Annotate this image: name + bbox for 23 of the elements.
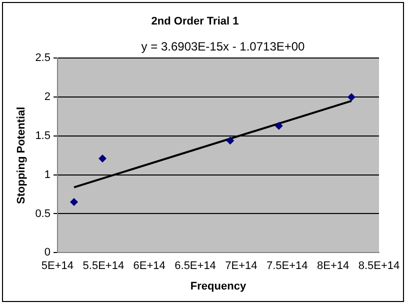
chart-title: 2nd Order Trial 1 bbox=[151, 16, 239, 28]
y-tick-label: 2 bbox=[44, 91, 50, 104]
x-tick-label: 8E+14 bbox=[317, 260, 350, 272]
point bbox=[98, 154, 107, 163]
point bbox=[274, 122, 283, 130]
point bbox=[70, 198, 78, 206]
y-tick-label: 1 bbox=[44, 168, 50, 181]
point bbox=[347, 93, 356, 102]
x-tick-label: 6E+14 bbox=[133, 260, 166, 272]
y-tick-label: 2.5 bbox=[35, 52, 50, 64]
x-tick-label: 5.5E+14 bbox=[82, 260, 124, 272]
point bbox=[226, 136, 234, 145]
y-tick-label: 0 bbox=[44, 246, 50, 259]
x-axis-title: Frequency bbox=[190, 280, 247, 292]
y-tick-label: 1.5 bbox=[35, 130, 50, 142]
text: y = 3.6903E-15x - 1.0713E+00 bbox=[141, 39, 306, 54]
x-tick-label: 7.5E+14 bbox=[266, 260, 308, 272]
x-tick-label: 6.5E+14 bbox=[174, 260, 216, 272]
y-axis-title: Stopping Potential bbox=[16, 106, 28, 204]
x-tick-label: 8.5E+14 bbox=[358, 260, 400, 272]
x-tick-label: 5E+14 bbox=[41, 260, 74, 272]
x-tick-label: 7E+14 bbox=[225, 260, 258, 272]
y-tick-label: 0.5 bbox=[35, 208, 50, 220]
